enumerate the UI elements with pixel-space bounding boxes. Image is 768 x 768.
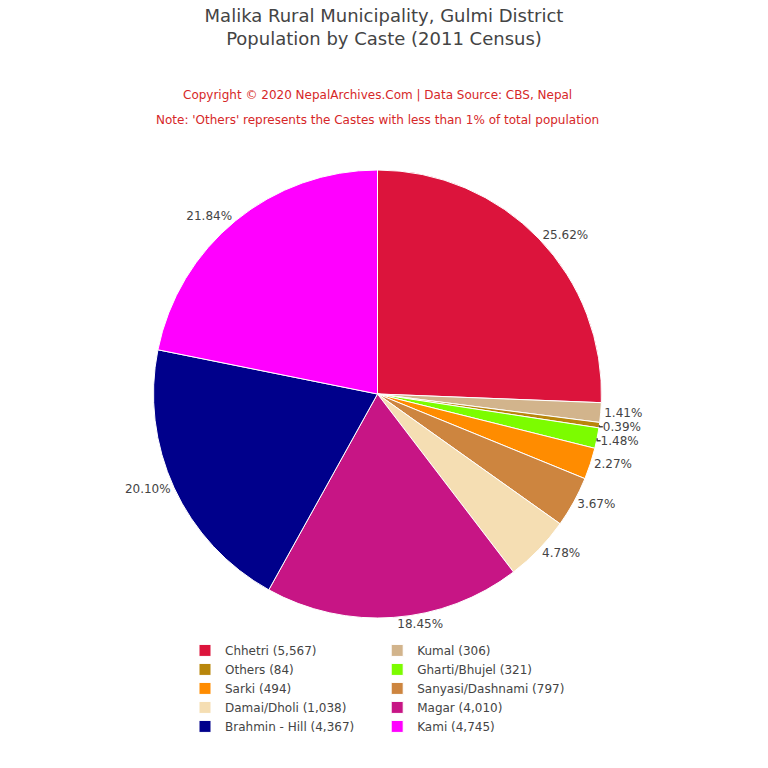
svg-text:4.78%: 4.78% — [542, 546, 580, 560]
svg-text:0.39%: 0.39% — [603, 420, 641, 434]
svg-text:Damai/Dholi (1,038): Damai/Dholi (1,038) — [225, 701, 346, 715]
svg-text:Malika Rural Municipality, Gul: Malika Rural Municipality, Gulmi Distric… — [205, 5, 564, 49]
svg-text:Brahmin - Hill (4,367): Brahmin - Hill (4,367) — [225, 720, 354, 734]
svg-text:2.27%: 2.27% — [594, 457, 632, 471]
svg-text:Sanyasi/Dashnami (797): Sanyasi/Dashnami (797) — [417, 682, 564, 696]
svg-text:3.67%: 3.67% — [577, 497, 615, 511]
svg-text:25.62%: 25.62% — [542, 228, 588, 242]
svg-text:Magar (4,010): Magar (4,010) — [417, 701, 502, 715]
svg-text:Kami (4,745): Kami (4,745) — [417, 720, 495, 734]
svg-text:1.41%: 1.41% — [604, 406, 642, 420]
svg-text:Gharti/Bhujel (321): Gharti/Bhujel (321) — [417, 663, 532, 677]
svg-text:20.10%: 20.10% — [125, 482, 171, 496]
svg-text:Sarki (494): Sarki (494) — [225, 682, 291, 696]
svg-text:21.84%: 21.84% — [186, 209, 232, 223]
svg-text:Chhetri (5,567): Chhetri (5,567) — [225, 644, 316, 658]
svg-text:Copyright © 2020 NepalArchives: Copyright © 2020 NepalArchives.Com | Dat… — [183, 88, 572, 102]
svg-text:1.48%: 1.48% — [601, 434, 639, 448]
svg-text:18.45%: 18.45% — [397, 617, 443, 631]
svg-text:Others (84): Others (84) — [225, 663, 294, 677]
svg-text:Note: 'Others' represents the: Note: 'Others' represents the Castes wit… — [156, 113, 599, 127]
svg-text:Kumal (306): Kumal (306) — [417, 644, 490, 658]
